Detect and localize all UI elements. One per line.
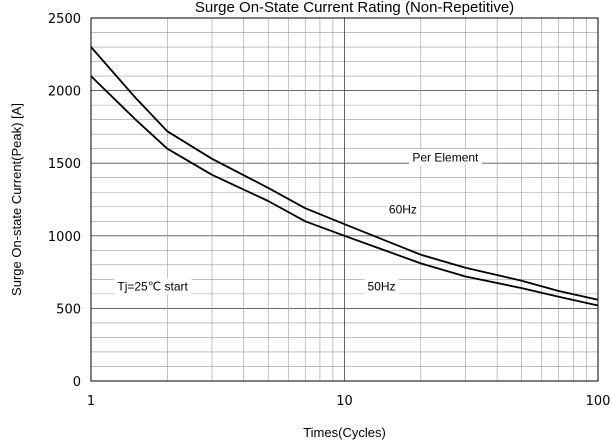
ticks: 0 500 1000 1500 2000 2500 1 10 100	[48, 12, 611, 409]
series-group	[90, 46, 599, 307]
grid	[91, 18, 598, 381]
y-tick-label: 0	[73, 375, 81, 390]
series-line-50hz	[90, 75, 599, 307]
plot-frame	[90, 17, 599, 382]
y-tick-label: 1000	[48, 230, 81, 245]
chart-title: Surge On-State Current Rating (Non-Repet…	[195, 0, 514, 16]
annotation: 50Hz	[364, 278, 399, 295]
annotation: 60Hz	[385, 201, 420, 218]
annotations: Per Element 60Hz 50Hz Tj=25℃ start	[114, 149, 483, 295]
x-tick-label: 100	[586, 394, 611, 409]
annotation-text: 50Hz	[368, 280, 396, 294]
annotation-text: Per Element	[412, 150, 479, 164]
annotation-text: Tj=25℃ start	[117, 280, 188, 294]
annotation-text: 60Hz	[389, 203, 417, 217]
y-axis-label: Surge On-state Current(Peak) [A]	[9, 103, 24, 296]
x-tick-label: 1	[87, 394, 95, 409]
annotation-bg	[409, 149, 483, 166]
annotation: Per Element	[409, 149, 483, 166]
x-tick-label: 10	[336, 394, 353, 409]
annotation-bg	[114, 278, 192, 295]
y-tick-label: 2000	[48, 85, 81, 100]
x-axis-label: Times(Cycles)	[303, 425, 386, 440]
y-tick-label: 1500	[48, 157, 81, 172]
annotation-bg	[364, 278, 399, 295]
annotation-bg	[385, 201, 420, 218]
y-tick-label: 500	[56, 302, 81, 317]
series-line-60hz	[90, 46, 599, 301]
y-tick-label: 2500	[48, 12, 81, 27]
annotation: Tj=25℃ start	[114, 278, 192, 295]
